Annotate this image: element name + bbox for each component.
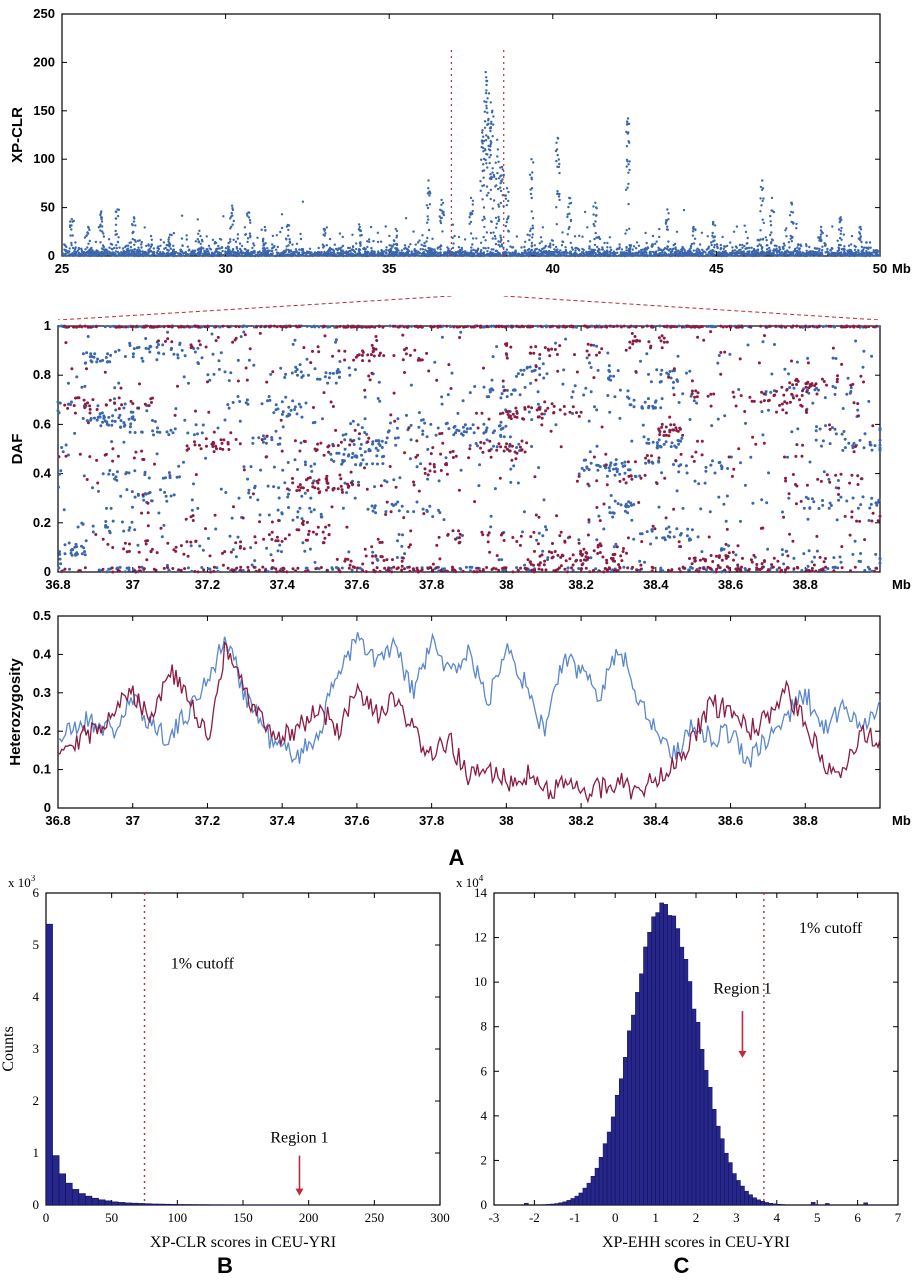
svg-text:100: 100 (33, 151, 55, 166)
region-arrow (295, 1156, 303, 1196)
daf-scatter-chart: 36.8 37 37.2 37.4 37.6 37.8 38 38.2 38.4 38.6 38.8… (0, 320, 913, 610)
svg-text:37.4: 37.4 (270, 577, 296, 592)
svg-text:50: 50 (41, 200, 55, 215)
svg-text:Mb: Mb (892, 577, 911, 592)
het-line-dark-red (58, 643, 880, 802)
zoom-connector-right (504, 296, 880, 320)
xpclr-axes (62, 14, 880, 256)
xpclr-hist-axes (46, 893, 440, 1205)
panel-a-label: A (0, 845, 913, 875)
svg-text:36.8: 36.8 (45, 577, 70, 592)
svg-text:0: 0 (44, 564, 51, 579)
svg-text:150: 150 (33, 103, 55, 118)
xpclr-scatter-chart: 25 30 35 40 45 50 0 50 100 150 200 250 Mb XP-CLR (0, 4, 913, 296)
region-arrow (738, 1011, 746, 1058)
svg-text:200: 200 (33, 54, 55, 69)
panel-b-label: B (0, 1253, 450, 1281)
daf-points-dark-red (57, 325, 881, 574)
svg-text:45: 45 (709, 261, 723, 276)
zoom-region-connector (0, 296, 913, 320)
svg-text:XP-CLR: XP-CLR (9, 107, 26, 163)
svg-text:0: 0 (48, 248, 55, 263)
panel-c-label: C (450, 1253, 913, 1281)
svg-text:0.2: 0.2 (33, 515, 51, 530)
svg-text:37.8: 37.8 (419, 577, 444, 592)
bottom-letters-row: B C (0, 1253, 913, 1281)
svg-text:38: 38 (499, 577, 513, 592)
xpehh-hist-bars (524, 903, 867, 1205)
svg-text:0.4: 0.4 (33, 466, 52, 481)
svg-text:38.2: 38.2 (568, 577, 593, 592)
figure-root: 25 30 35 40 45 50 0 50 100 150 200 250 Mb XP-CLR 36.8… (0, 4, 913, 1281)
svg-text:50: 50 (873, 261, 887, 276)
svg-text:250: 250 (33, 6, 55, 21)
svg-text:0.8: 0.8 (33, 367, 51, 382)
svg-text:37: 37 (125, 577, 139, 592)
zoom-connector-left (58, 296, 451, 320)
svg-text:1: 1 (44, 320, 51, 333)
svg-text:0.6: 0.6 (33, 416, 51, 431)
svg-text:Mb: Mb (892, 261, 911, 276)
svg-text:38.4: 38.4 (643, 577, 669, 592)
svg-text:38.6: 38.6 (718, 577, 743, 592)
het-line-blue (58, 632, 880, 767)
svg-text:25: 25 (55, 261, 69, 276)
svg-text:38.8: 38.8 (793, 577, 818, 592)
svg-text:DAF: DAF (9, 434, 26, 465)
svg-text:37.6: 37.6 (344, 577, 369, 592)
daf-scatter-panel: 36.8 37 37.2 37.4 37.6 37.8 38 38.2 38.4 38.6 38.8… (0, 320, 913, 610)
xpclr-points (62, 71, 881, 257)
svg-text:37.2: 37.2 (195, 577, 220, 592)
svg-text:40: 40 (546, 261, 560, 276)
svg-text:35: 35 (382, 261, 396, 276)
xpclr-scatter-panel: 25 30 35 40 45 50 0 50 100 150 200 250 Mb XP-CLR (0, 4, 913, 296)
svg-text:30: 30 (218, 261, 232, 276)
